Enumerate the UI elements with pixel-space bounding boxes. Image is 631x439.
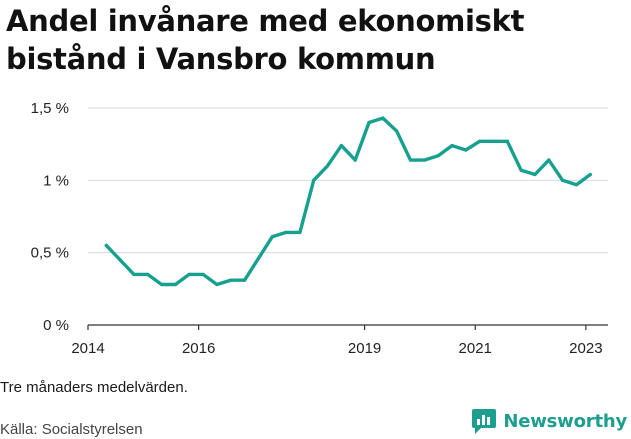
data-point <box>422 158 426 162</box>
series-line <box>104 116 592 287</box>
data-point <box>478 139 482 143</box>
data-point <box>270 235 274 239</box>
data-point <box>159 282 164 287</box>
data-point <box>464 148 468 152</box>
y-tick-label: 1,5 % <box>31 100 69 117</box>
data-point <box>256 256 260 261</box>
brand-name: Newsworthy <box>503 410 627 432</box>
source-text: Källa: Socialstyrelsen <box>0 421 143 438</box>
x-tick-label: 2019 <box>348 340 381 357</box>
brand-logo: Newsworthy <box>471 407 627 435</box>
data-point <box>284 230 288 235</box>
x-axis-ticks: 2014 2016 2019 2021 2023 <box>71 325 603 357</box>
data-point <box>561 178 565 182</box>
data-point <box>533 172 537 177</box>
data-point <box>353 158 357 162</box>
data-point <box>574 183 579 187</box>
x-tick-label: 2016 <box>182 340 215 357</box>
x-tick-label: 2023 <box>569 340 602 357</box>
y-axis-ticks: 0 % 0,5 % 1 % 1,5 % <box>31 100 69 334</box>
data-point <box>547 158 551 162</box>
y-tick-label: 0 % <box>43 317 69 334</box>
newsworthy-logo-icon <box>472 409 497 434</box>
data-point <box>395 129 399 133</box>
data-point <box>187 272 191 276</box>
gridlines <box>88 107 608 326</box>
data-point <box>339 144 343 148</box>
data-point <box>215 282 219 287</box>
data-point <box>408 158 413 162</box>
data-point <box>325 164 330 168</box>
data-point <box>201 272 205 276</box>
data-point <box>132 272 136 276</box>
x-tick-label: 2014 <box>71 340 104 357</box>
chart-title: Andel invånare med ekonomiskt bistånd i … <box>6 4 525 76</box>
data-point <box>173 282 178 287</box>
x-tick-label: 2021 <box>459 340 492 357</box>
data-point <box>146 272 150 276</box>
data-point <box>519 168 523 172</box>
chart-note: Tre månaders medelvärden. <box>0 379 188 396</box>
data-point <box>367 120 371 125</box>
data-point <box>588 172 592 177</box>
data-point <box>436 154 440 158</box>
data-point <box>312 178 316 182</box>
data-point <box>104 243 108 248</box>
data-point <box>118 258 122 262</box>
series-layer <box>104 116 592 287</box>
y-tick-label: 1 % <box>43 172 69 189</box>
data-point <box>381 116 385 120</box>
data-point <box>298 230 302 235</box>
data-point <box>491 139 496 143</box>
y-tick-label: 0,5 % <box>31 245 69 262</box>
data-point <box>229 278 233 282</box>
data-point <box>505 139 509 143</box>
data-point <box>450 144 454 148</box>
data-point <box>242 278 247 282</box>
